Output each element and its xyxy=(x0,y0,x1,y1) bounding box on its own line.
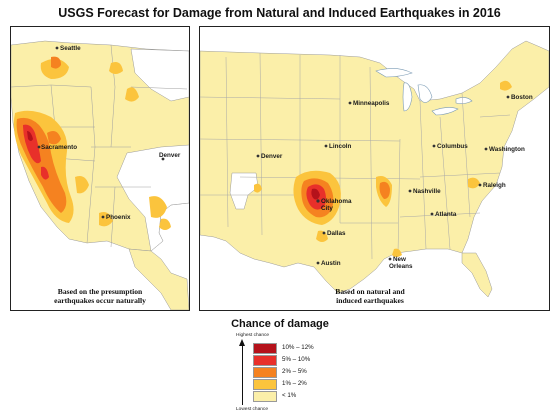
legend-arrow-line xyxy=(242,345,243,405)
city-marker xyxy=(37,145,41,149)
city-marker xyxy=(322,231,326,235)
state-borders xyxy=(200,52,511,260)
city-label-washington: Washington xyxy=(489,146,525,153)
city-label-dallas: Dallas xyxy=(327,230,346,237)
legend-swatch-lt1 xyxy=(253,391,277,402)
city-label-seattle: Seattle xyxy=(60,45,81,52)
city-label-minneapolis: Minneapolis xyxy=(353,100,390,107)
natural-caption-line-1: Based on the presumption xyxy=(57,287,143,296)
hazard-10-12-percent xyxy=(311,188,320,200)
city-marker xyxy=(478,183,482,187)
city-label-lincoln: Lincoln xyxy=(329,143,352,150)
left-map-cities: Seattle Sacramento Phoenix Denver xyxy=(37,45,181,221)
natural-forecast-map-svg: Seattle Sacramento Phoenix Denver xyxy=(11,40,189,310)
city-marker xyxy=(432,144,436,148)
legend-label-2-5: 2% – 5% xyxy=(282,368,307,375)
city-marker xyxy=(55,46,59,50)
city-marker xyxy=(484,147,488,151)
legend-label-1-2: 1% – 2% xyxy=(282,380,307,387)
legend-swatch-5-10 xyxy=(253,355,277,366)
city-label-oklahoma: Oklahoma xyxy=(321,198,352,205)
legend-arrow-head xyxy=(239,339,245,346)
city-label-nashville: Nashville xyxy=(413,188,441,195)
legend: Highest chance Lowest chance 10% – 12% 5… xyxy=(236,333,336,412)
legend-lowest-label: Lowest chance xyxy=(236,407,268,412)
legend-swatch-1-2 xyxy=(253,379,277,390)
city-marker xyxy=(388,257,392,261)
city-label-raleigh: Raleigh xyxy=(483,182,506,189)
natural-caption-line-2: earthquakes occur naturally xyxy=(54,296,146,305)
hazard-10-12-percent xyxy=(27,131,33,141)
legend-label-10-12: 10% – 12% xyxy=(282,344,314,351)
southern-plains-land xyxy=(128,248,189,310)
contiguous-us-land xyxy=(200,40,549,294)
legend-label-5-10: 5% – 10% xyxy=(282,356,311,363)
induced-caption-line-1: Based on natural and xyxy=(335,287,405,296)
legend-swatch-10-12 xyxy=(253,343,277,354)
induced-map-caption: Based on natural and induced earthquakes xyxy=(300,287,440,305)
city-marker xyxy=(161,157,165,161)
no-data-region xyxy=(229,172,259,210)
city-label-denver: Denver xyxy=(261,153,283,160)
city-marker xyxy=(256,154,260,158)
city-label-sacramento: Sacramento xyxy=(41,144,77,151)
legend-title: Chance of damage xyxy=(231,318,329,330)
city-marker xyxy=(348,101,352,105)
city-marker xyxy=(316,199,320,203)
city-marker xyxy=(101,215,105,219)
natural-map-caption: Based on the presumption earthquakes occ… xyxy=(19,287,181,305)
city-marker xyxy=(430,212,434,216)
legend-swatch-2-5 xyxy=(253,367,277,378)
city-marker xyxy=(324,144,328,148)
city-label-oklahoma-city: City xyxy=(321,205,333,212)
induced-forecast-map-svg: Minneapolis Boston Lincoln Columbus Wash… xyxy=(200,40,549,298)
city-label-atlanta: Atlanta xyxy=(435,211,457,218)
great-lakes xyxy=(375,68,473,116)
city-label-boston: Boston xyxy=(511,94,533,101)
legend-highest-label: Highest chance xyxy=(236,333,270,338)
city-label-phoenix: Phoenix xyxy=(106,214,131,221)
city-label-orleans: Orleans xyxy=(389,263,413,270)
induced-forecast-map: Minneapolis Boston Lincoln Columbus Wash… xyxy=(199,26,550,311)
florida-land xyxy=(461,252,493,298)
map-title: USGS Forecast for Damage from Natural an… xyxy=(58,6,501,20)
city-label-columbus: Columbus xyxy=(437,143,468,150)
city-label-denver: Denver xyxy=(159,152,181,159)
city-marker xyxy=(408,189,412,193)
right-map-cities: Minneapolis Boston Lincoln Columbus Wash… xyxy=(256,94,533,270)
city-marker xyxy=(506,95,510,99)
city-marker xyxy=(316,261,320,265)
legend-label-lt1: < 1% xyxy=(282,392,297,399)
natural-forecast-map: Seattle Sacramento Phoenix Denver Based … xyxy=(10,26,190,311)
city-label-new: New xyxy=(393,256,406,263)
no-data-region-north xyxy=(130,48,189,102)
induced-caption-line-2: induced earthquakes xyxy=(336,296,404,305)
city-label-austin: Austin xyxy=(321,260,341,267)
state-borders xyxy=(11,44,188,248)
